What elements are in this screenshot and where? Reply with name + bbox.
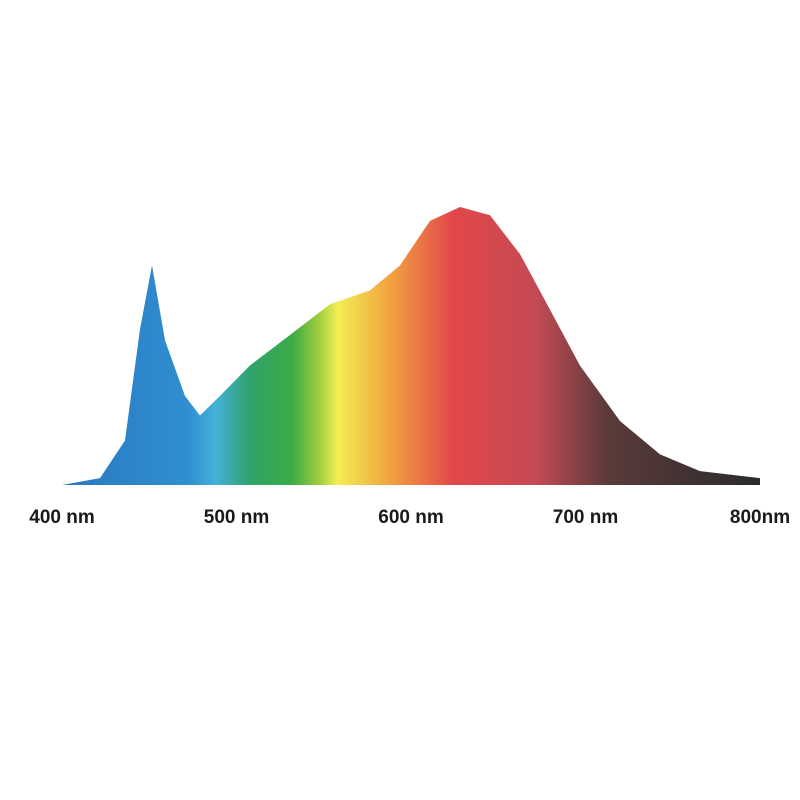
spectrum-area — [62, 207, 760, 485]
x-tick-label: 700 nm — [553, 507, 618, 528]
x-tick-label: 400 nm — [29, 507, 94, 528]
x-tick-label: 500 nm — [204, 507, 269, 528]
x-tick-label: 600 nm — [378, 507, 443, 528]
x-tick-label: 800nm — [730, 507, 790, 528]
plot-area: 400 nm 500 nm 600 nm 700 nm 800nm — [29, 207, 790, 528]
